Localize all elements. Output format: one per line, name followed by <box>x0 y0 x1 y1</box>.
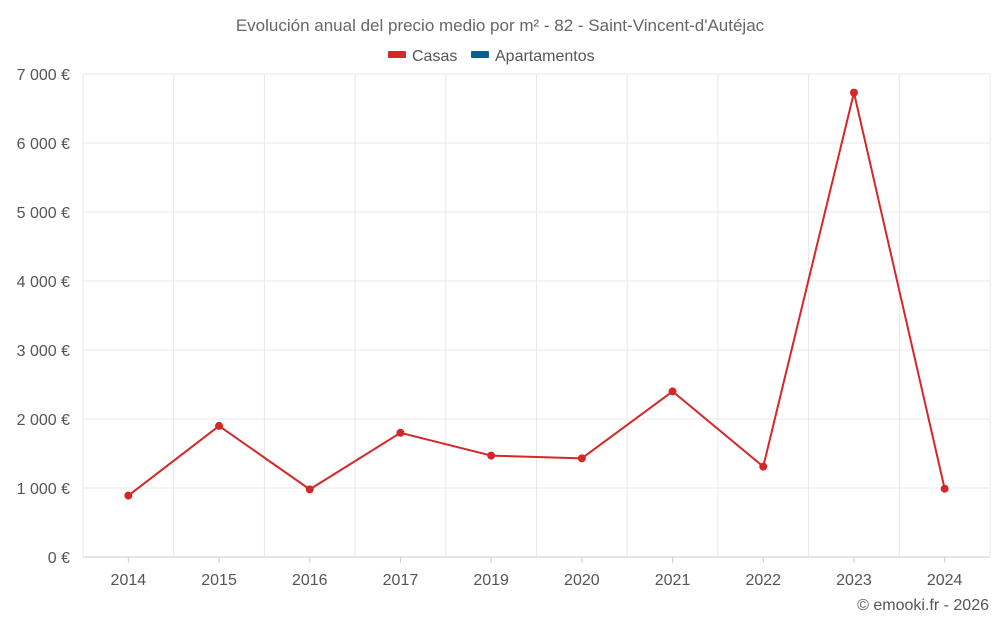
data-point-casas[interactable] <box>577 454 586 463</box>
legend-item-apartamentos[interactable]: Apartamentos <box>471 48 595 65</box>
legend-swatch-apartamentos <box>471 51 489 58</box>
data-point-casas[interactable] <box>487 451 496 460</box>
x-tick-label: 2017 <box>383 572 419 589</box>
chart-title: Evolución anual del precio medio por m² … <box>236 16 765 35</box>
legend-label-casas: Casas <box>412 48 457 65</box>
x-tick-label: 2020 <box>564 572 600 589</box>
x-tick-label: 2016 <box>292 572 328 589</box>
x-tick-label: 2019 <box>473 572 509 589</box>
data-point-casas[interactable] <box>396 428 405 437</box>
data-point-casas[interactable] <box>940 484 949 493</box>
data-point-casas[interactable] <box>849 88 858 97</box>
x-tick-label: 2015 <box>201 572 237 589</box>
x-tick-label: 2014 <box>111 572 147 589</box>
y-tick-label: 2 000 € <box>17 412 70 429</box>
grid <box>82 73 991 558</box>
legend-label-apartamentos: Apartamentos <box>495 48 595 65</box>
data-point-casas[interactable] <box>305 485 314 494</box>
series-layer <box>124 88 949 500</box>
series-line-casas <box>127 91 946 497</box>
x-tick-label: 2024 <box>927 572 963 589</box>
x-tick-label: 2022 <box>745 572 781 589</box>
x-tick-label: 2023 <box>836 572 872 589</box>
legend-item-casas[interactable]: Casas <box>388 48 457 65</box>
data-point-casas[interactable] <box>215 421 224 430</box>
y-tick-label: 1 000 € <box>17 481 70 498</box>
y-tick-label: 0 € <box>48 550 70 567</box>
y-tick-label: 3 000 € <box>17 343 70 360</box>
x-axis-ticks: 2014 2015 2016 2017 2019 2020 2021 2022 2023 2024 <box>111 557 963 589</box>
x-tick-label: 2021 <box>655 572 691 589</box>
y-tick-label: 6 000 € <box>17 136 70 153</box>
data-point-casas[interactable] <box>124 491 133 500</box>
legend: Casas Apartamentos <box>388 48 595 65</box>
y-tick-label: 5 000 € <box>17 205 70 222</box>
data-point-casas[interactable] <box>668 387 677 396</box>
y-axis-ticks: 0 € 1 000 € 2 000 € 3 000 € 4 000 € 5 000 € 6 … <box>17 67 70 567</box>
legend-swatch-casas <box>388 51 406 58</box>
credit-text: © emooki.fr - 2026 <box>857 597 989 614</box>
data-point-casas[interactable] <box>759 462 768 471</box>
y-tick-label: 4 000 € <box>17 274 70 291</box>
y-tick-label: 7 000 € <box>17 67 70 84</box>
